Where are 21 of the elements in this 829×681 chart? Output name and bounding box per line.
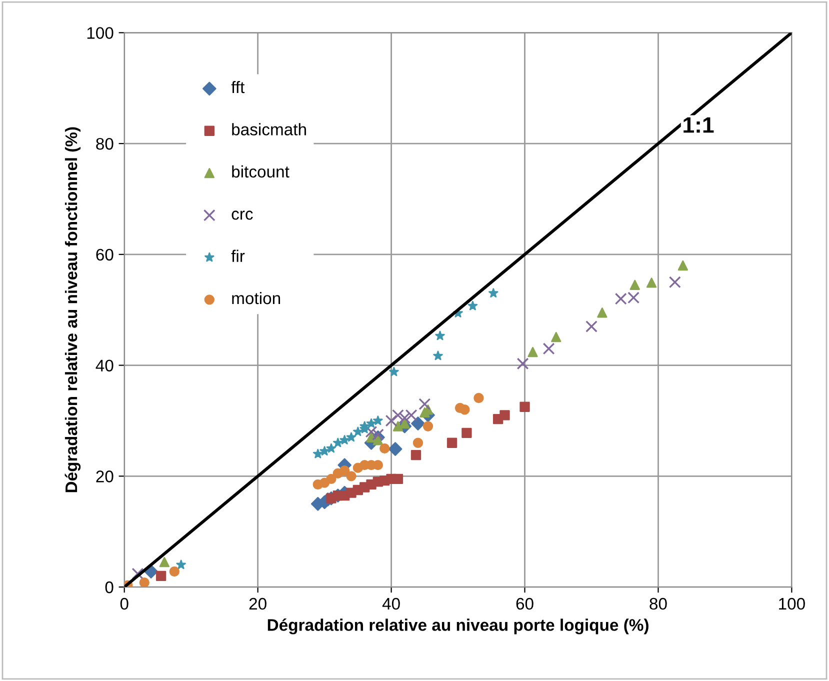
y-tick-label: 20 bbox=[96, 470, 114, 482]
legend-label: basicmath bbox=[232, 123, 306, 136]
legend-label: motion bbox=[232, 292, 280, 304]
y-axis-title: Dégradation relative au niveau fonctionnel (%) bbox=[64, 127, 81, 492]
x-tick-label: 60 bbox=[516, 598, 534, 610]
y-tick-label: 100 bbox=[87, 27, 114, 39]
annotation: 1:1 bbox=[684, 117, 714, 133]
y-tick-label: 40 bbox=[96, 360, 114, 372]
x-tick-label: 40 bbox=[382, 598, 400, 610]
x-tick-label: 20 bbox=[249, 598, 266, 610]
y-tick-label: 0 bbox=[105, 581, 114, 594]
y-tick-label: 60 bbox=[96, 248, 114, 261]
y-tick-label: 80 bbox=[96, 138, 114, 150]
x-tick-label: 80 bbox=[650, 598, 667, 610]
x-tick-label: 0 bbox=[120, 598, 128, 610]
x-tick-label: 100 bbox=[779, 598, 805, 610]
legend-label: bitcount bbox=[232, 165, 290, 178]
legend-label: fir bbox=[231, 250, 245, 262]
x-axis-title: Dégradation relative au niveau porte logique (%) bbox=[268, 618, 648, 634]
legend-label: crc bbox=[232, 210, 253, 220]
legend-label: fft bbox=[231, 80, 245, 94]
